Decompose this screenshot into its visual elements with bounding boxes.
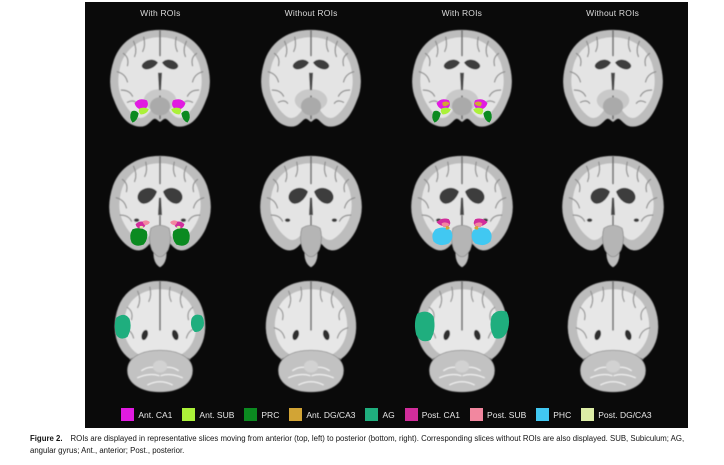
legend-swatch-ag bbox=[365, 408, 379, 421]
legend-item-ant-dg-ca3: Ant. DG/CA3 bbox=[289, 408, 355, 421]
brain-slice-anterior-without-rois bbox=[253, 25, 369, 145]
brain-slice-posterior-with-rois bbox=[102, 277, 218, 397]
brain-slice-anterior-with-rois bbox=[404, 25, 520, 145]
brain-cell-r2c3-with-rois bbox=[387, 148, 538, 274]
legend-swatch-ant-ca1 bbox=[121, 408, 135, 421]
brain-cell-r3c4-without-rois bbox=[537, 274, 688, 400]
roi-legend: Ant. CA1 Ant. SUB PRC Ant. DG/CA3 AG Pos… bbox=[95, 408, 678, 421]
legend-swatch-ant-dg-ca3 bbox=[289, 408, 303, 421]
legend-swatch-ant-sub bbox=[182, 408, 196, 421]
legend-swatch-post-ca1 bbox=[404, 408, 418, 421]
figure-caption-label: Figure 2. bbox=[30, 434, 63, 443]
figure-caption: Figure 2. ROIs are displayed in represent… bbox=[30, 433, 706, 456]
figure-panel: With ROIs Without ROIs With ROIs Without… bbox=[85, 2, 688, 428]
brain-cell-r2c1-with-rois bbox=[85, 148, 236, 274]
legend-label-ant-sub: Ant. SUB bbox=[199, 409, 235, 420]
column-headers: With ROIs Without ROIs With ROIs Without… bbox=[85, 8, 688, 18]
brain-cell-r3c2-without-rois bbox=[236, 274, 387, 400]
brain-slice-middle-with-rois bbox=[404, 151, 520, 271]
legend-item-post-dg-ca3: Post. DG/CA3 bbox=[581, 408, 652, 421]
legend-item-ag: AG bbox=[365, 408, 395, 421]
legend-swatch-post-dg-ca3 bbox=[581, 408, 595, 421]
legend-label-phc: PHC bbox=[553, 409, 572, 420]
brain-slice-posterior-with-rois bbox=[414, 277, 509, 397]
brain-cell-r1c4-without-rois bbox=[537, 22, 688, 148]
brain-cell-r2c2-without-rois bbox=[236, 148, 387, 274]
legend-item-ant-ca1: Ant. CA1 bbox=[121, 408, 172, 421]
legend-label-post-dg-ca3: Post. DG/CA3 bbox=[598, 409, 652, 420]
figure-caption-text: ROIs are displayed in representative sli… bbox=[30, 434, 685, 455]
brain-slice-middle-with-rois bbox=[102, 151, 218, 271]
column-header-with-rois-2: With ROIs bbox=[441, 8, 483, 18]
legend-item-ant-sub: Ant. SUB bbox=[182, 408, 234, 421]
legend-label-post-ca1: Post. CA1 bbox=[421, 409, 461, 420]
legend-label-ant-dg-ca3: Ant. DG/CA3 bbox=[306, 409, 356, 420]
legend-swatch-post-sub bbox=[470, 408, 484, 421]
brain-slice-grid bbox=[85, 22, 688, 400]
legend-label-ant-ca1: Ant. CA1 bbox=[138, 409, 173, 420]
legend-item-post-sub: Post. SUB bbox=[470, 408, 526, 421]
column-header-without-rois-1: Without ROIs bbox=[284, 8, 338, 18]
brain-cell-r1c3-with-rois bbox=[387, 22, 538, 148]
brain-slice-anterior-with-rois bbox=[102, 25, 218, 145]
legend-swatch-phc bbox=[536, 408, 550, 421]
legend-item-prc: PRC bbox=[244, 408, 279, 421]
legend-label-prc: PRC bbox=[261, 409, 280, 420]
brain-slice-posterior-without-rois bbox=[253, 277, 369, 397]
brain-slice-anterior-without-rois bbox=[555, 25, 671, 145]
column-header-without-rois-2: Without ROIs bbox=[586, 8, 640, 18]
brain-cell-r2c4-without-rois bbox=[537, 148, 688, 274]
brain-cell-r1c2-without-rois bbox=[236, 22, 387, 148]
column-header-with-rois-1: With ROIs bbox=[140, 8, 181, 18]
brain-cell-r1c1-with-rois bbox=[85, 22, 236, 148]
brain-slice-posterior-without-rois bbox=[555, 277, 671, 397]
legend-label-ag: AG bbox=[382, 409, 395, 420]
legend-swatch-prc bbox=[244, 408, 258, 421]
brain-cell-r3c3-with-rois bbox=[387, 274, 538, 400]
legend-item-phc: PHC bbox=[536, 408, 571, 421]
brain-slice-middle-without-rois bbox=[555, 151, 671, 271]
brain-cell-r3c1-with-rois bbox=[85, 274, 236, 400]
legend-item-post-ca1: Post. CA1 bbox=[404, 408, 461, 421]
legend-label-post-sub: Post. SUB bbox=[487, 409, 527, 420]
brain-slice-middle-without-rois bbox=[253, 151, 369, 271]
